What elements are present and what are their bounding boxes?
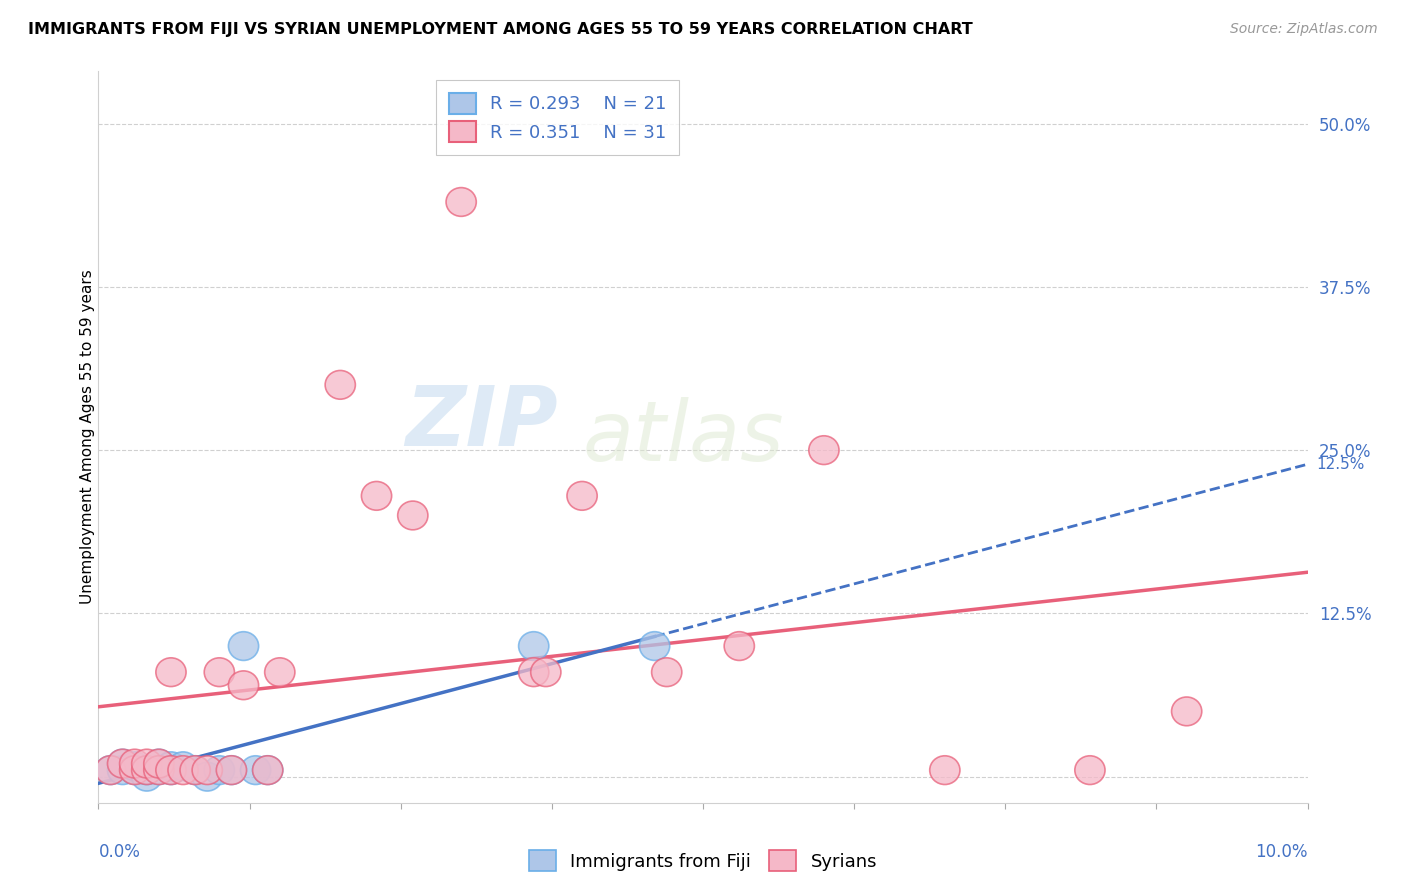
Ellipse shape xyxy=(724,632,755,660)
Ellipse shape xyxy=(567,482,598,510)
Ellipse shape xyxy=(519,657,548,687)
Ellipse shape xyxy=(361,482,392,510)
Legend: R = 0.293    N = 21, R = 0.351    N = 31: R = 0.293 N = 21, R = 0.351 N = 31 xyxy=(436,80,679,154)
Ellipse shape xyxy=(167,756,198,785)
Ellipse shape xyxy=(132,749,162,778)
Text: ZIP: ZIP xyxy=(405,382,558,463)
Ellipse shape xyxy=(96,756,125,785)
Ellipse shape xyxy=(132,763,162,791)
Ellipse shape xyxy=(120,752,150,780)
Ellipse shape xyxy=(217,756,246,785)
Legend: Immigrants from Fiji, Syrians: Immigrants from Fiji, Syrians xyxy=(522,843,884,879)
Ellipse shape xyxy=(228,671,259,699)
Ellipse shape xyxy=(107,749,138,778)
Ellipse shape xyxy=(156,752,186,780)
Ellipse shape xyxy=(156,657,186,687)
Ellipse shape xyxy=(167,752,198,780)
Text: 0.0%: 0.0% xyxy=(98,843,141,861)
Ellipse shape xyxy=(120,756,150,785)
Ellipse shape xyxy=(132,756,162,785)
Ellipse shape xyxy=(132,756,162,785)
Ellipse shape xyxy=(96,756,125,785)
Ellipse shape xyxy=(120,749,150,778)
Ellipse shape xyxy=(253,756,283,785)
Ellipse shape xyxy=(193,763,222,791)
Ellipse shape xyxy=(519,632,548,660)
Ellipse shape xyxy=(253,756,283,785)
Text: 10.0%: 10.0% xyxy=(1256,843,1308,861)
Ellipse shape xyxy=(156,756,186,785)
Ellipse shape xyxy=(180,756,211,785)
Text: Source: ZipAtlas.com: Source: ZipAtlas.com xyxy=(1230,22,1378,37)
Ellipse shape xyxy=(929,756,960,785)
Text: IMMIGRANTS FROM FIJI VS SYRIAN UNEMPLOYMENT AMONG AGES 55 TO 59 YEARS CORRELATIO: IMMIGRANTS FROM FIJI VS SYRIAN UNEMPLOYM… xyxy=(28,22,973,37)
Ellipse shape xyxy=(107,749,138,778)
Ellipse shape xyxy=(204,657,235,687)
Ellipse shape xyxy=(651,657,682,687)
Ellipse shape xyxy=(530,657,561,687)
Ellipse shape xyxy=(217,756,246,785)
Ellipse shape xyxy=(640,632,669,660)
Ellipse shape xyxy=(180,756,211,785)
Ellipse shape xyxy=(107,756,138,785)
Ellipse shape xyxy=(204,756,235,785)
Ellipse shape xyxy=(264,657,295,687)
Ellipse shape xyxy=(240,756,271,785)
Y-axis label: Unemployment Among Ages 55 to 59 years: Unemployment Among Ages 55 to 59 years xyxy=(80,269,94,605)
Text: 12.5%: 12.5% xyxy=(1316,457,1364,472)
Ellipse shape xyxy=(446,187,477,217)
Ellipse shape xyxy=(143,749,174,778)
Ellipse shape xyxy=(193,756,222,785)
Ellipse shape xyxy=(398,501,427,530)
Ellipse shape xyxy=(156,756,186,785)
Ellipse shape xyxy=(143,756,174,785)
Ellipse shape xyxy=(228,632,259,660)
Ellipse shape xyxy=(1074,756,1105,785)
Text: atlas: atlas xyxy=(582,397,783,477)
Ellipse shape xyxy=(120,756,150,785)
Ellipse shape xyxy=(1171,697,1202,726)
Ellipse shape xyxy=(808,436,839,465)
Ellipse shape xyxy=(143,749,174,778)
Ellipse shape xyxy=(325,370,356,400)
Ellipse shape xyxy=(143,756,174,785)
